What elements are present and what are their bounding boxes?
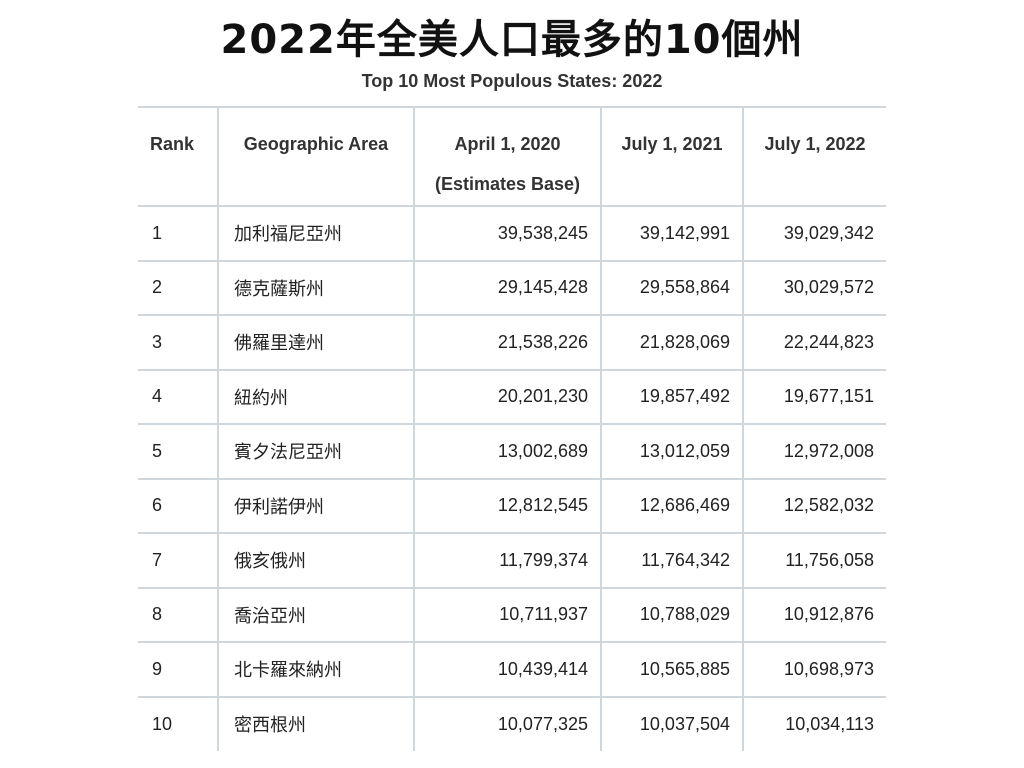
cell-rank: 6 [138,478,218,534]
cell-rank: 5 [138,424,218,480]
header-april-2020: April 1, 2020 (Estimates Base) [413,106,601,207]
cell-april-2020: 29,145,428 [413,260,601,316]
header-april-2020-note: (Estimates Base) [434,174,581,194]
cell-july-2021: 29,558,864 [600,260,743,316]
table-row: 10 密西根州 10,077,325 10,037,504 10,034,113 [138,696,886,751]
table-row: 1 加利福尼亞州 39,538,245 39,142,991 39,029,342 [138,206,886,262]
population-table: Rank Geographic Area April 1, 2020 (Esti… [138,106,886,751]
cell-april-2020: 12,812,545 [413,478,601,534]
table-body: 1 加利福尼亞州 39,538,245 39,142,991 39,029,342 2 德克… [138,206,886,751]
header-row: Rank Geographic Area April 1, 2020 (Esti… [138,106,886,207]
cell-april-2020: 10,711,937 [413,587,601,643]
header-april-2020-date: April 1, 2020 [454,134,561,154]
cell-rank: 4 [138,369,218,425]
cell-july-2022: 39,029,342 [742,206,886,262]
table-row: 5 賓夕法尼亞州 13,002,689 13,012,059 12,972,008 [138,424,886,480]
header-rank: Rank [138,106,218,207]
cell-april-2020: 13,002,689 [413,424,601,480]
cell-april-2020: 10,439,414 [413,642,601,698]
cell-geographic-area: 德克薩斯州 [217,260,414,316]
cell-april-2020: 20,201,230 [413,369,601,425]
table-row: 4 紐約州 20,201,230 19,857,492 19,677,151 [138,369,886,425]
cell-rank: 1 [138,206,218,262]
cell-april-2020: 10,077,325 [413,696,601,751]
cell-rank: 8 [138,587,218,643]
cell-geographic-area: 俄亥俄州 [217,533,414,589]
cell-april-2020: 11,799,374 [413,533,601,589]
cell-july-2022: 12,972,008 [742,424,886,480]
cell-geographic-area: 喬治亞州 [217,587,414,643]
cell-july-2022: 22,244,823 [742,315,886,371]
table-header: Rank Geographic Area April 1, 2020 (Esti… [138,106,886,207]
cell-geographic-area: 佛羅里達州 [217,315,414,371]
cell-april-2020: 39,538,245 [413,206,601,262]
cell-july-2022: 10,034,113 [742,696,886,751]
cell-july-2021: 13,012,059 [600,424,743,480]
cell-rank: 2 [138,260,218,316]
page-subtitle: Top 10 Most Populous States: 2022 [361,71,663,91]
header-july-2022: July 1, 2022 [742,106,886,207]
cell-july-2021: 19,857,492 [600,369,743,425]
cell-july-2021: 10,565,885 [600,642,743,698]
cell-rank: 7 [138,533,218,589]
cell-july-2022: 10,912,876 [742,587,886,643]
cell-rank: 3 [138,315,218,371]
cell-july-2021: 10,037,504 [600,696,743,751]
cell-geographic-area: 伊利諾伊州 [217,478,414,534]
cell-geographic-area: 紐約州 [217,369,414,425]
cell-july-2022: 19,677,151 [742,369,886,425]
table-row: 9 北卡羅來納州 10,439,414 10,565,885 10,698,973 [138,642,886,698]
cell-july-2021: 39,142,991 [600,206,743,262]
table-row: 2 德克薩斯州 29,145,428 29,558,864 30,029,572 [138,260,886,316]
cell-july-2021: 12,686,469 [600,478,743,534]
cell-july-2022: 11,756,058 [742,533,886,589]
cell-geographic-area: 密西根州 [217,696,414,751]
cell-july-2022: 12,582,032 [742,478,886,534]
cell-april-2020: 21,538,226 [413,315,601,371]
cell-july-2022: 30,029,572 [742,260,886,316]
page-title: 2022年全美人口最多的10個州 [220,17,804,63]
header-geographic-area: Geographic Area [217,106,414,207]
cell-july-2022: 10,698,973 [742,642,886,698]
cell-rank: 10 [152,713,173,734]
table-row: 3 佛羅里達州 21,538,226 21,828,069 22,244,823 [138,315,886,371]
cell-geographic-area: 賓夕法尼亞州 [217,424,414,480]
table-row: 6 伊利諾伊州 12,812,545 12,686,469 12,582,032 [138,478,886,534]
header-july-2021: July 1, 2021 [600,106,743,207]
cell-july-2021: 10,788,029 [600,587,743,643]
cell-rank: 9 [138,642,218,698]
table-row: 7 俄亥俄州 11,799,374 11,764,342 11,756,058 [138,533,886,589]
table-row: 8 喬治亞州 10,711,937 10,788,029 10,912,876 [138,587,886,643]
cell-july-2021: 21,828,069 [600,315,743,371]
cell-geographic-area: 加利福尼亞州 [217,206,414,262]
cell-geographic-area: 北卡羅來納州 [217,642,414,698]
cell-july-2021: 11,764,342 [600,533,743,589]
